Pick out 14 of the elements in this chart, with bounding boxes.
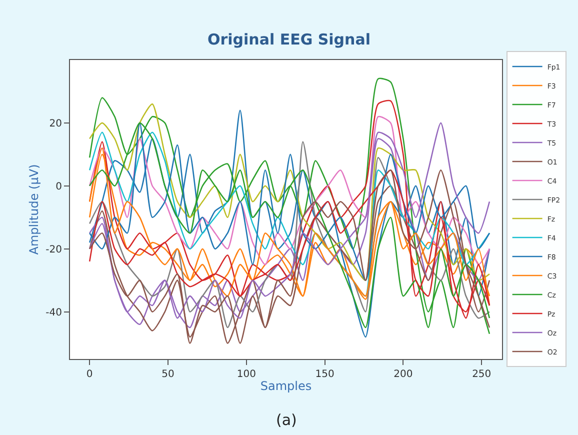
- text: (a): [276, 411, 297, 429]
- x-tick-label: 250: [472, 369, 492, 380]
- x-axis-title: Samples: [260, 378, 312, 393]
- x-tick-label: 200: [394, 369, 413, 380]
- x-tick-label: 50: [162, 369, 174, 380]
- y-tick-label: -20: [46, 244, 62, 256]
- x-tick-label: 100: [236, 369, 256, 380]
- chart-title: Original EEG Signal: [208, 30, 370, 48]
- y-axis-title: Amplitude (μV): [26, 164, 41, 255]
- x-tick-label: 0: [86, 369, 93, 380]
- y-tick-label: 20: [49, 118, 62, 130]
- y-tick-label: 0: [56, 181, 62, 192]
- y-tick-label: -40: [46, 307, 62, 318]
- x-tick-label: 150: [315, 369, 334, 380]
